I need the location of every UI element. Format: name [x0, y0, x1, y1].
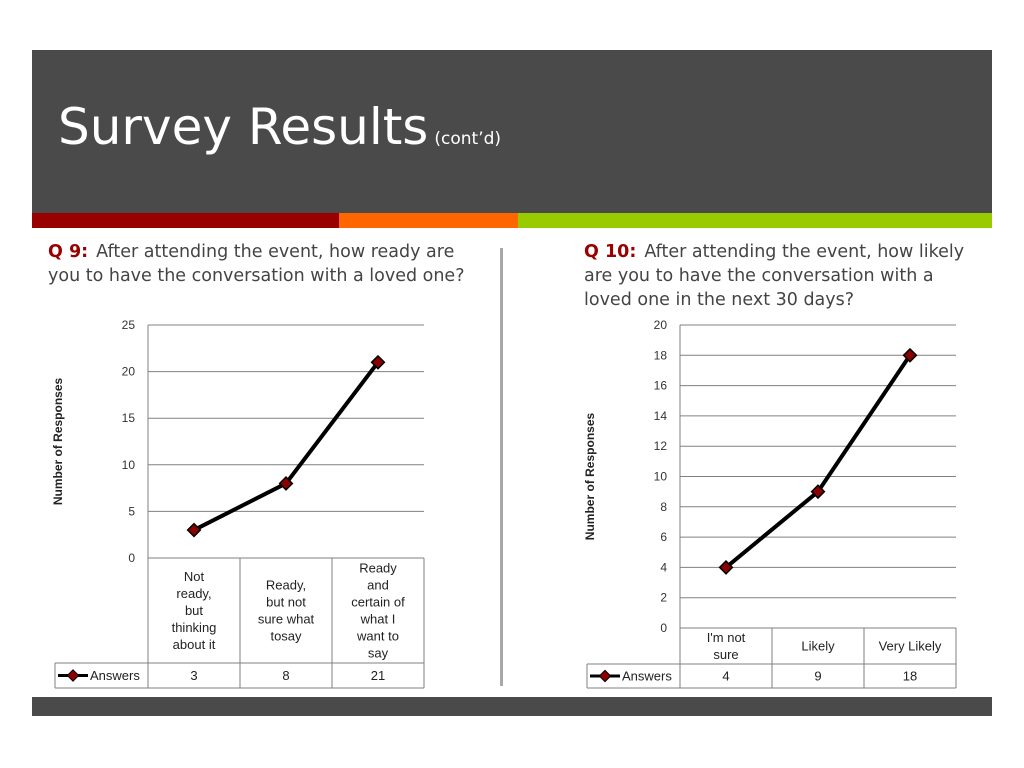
y-tick-label: 16	[654, 379, 668, 393]
y-tick-label: 12	[654, 439, 668, 453]
y-tick-label: 25	[122, 318, 136, 332]
y-tick-label: 8	[660, 500, 667, 514]
accent-stripe-orange	[339, 213, 518, 228]
y-tick-label: 0	[128, 551, 135, 565]
y-tick-label: 18	[654, 348, 668, 362]
y-tick-label: 20	[122, 365, 136, 379]
y-tick-label: 6	[660, 530, 667, 544]
data-point-marker	[718, 559, 734, 575]
title-bar: Survey Results (cont’d)	[32, 50, 992, 213]
question-10-text: After attending the event, how likely ar…	[584, 242, 965, 310]
y-axis-title: Number of Responses	[51, 377, 65, 505]
y-tick-label: 0	[660, 621, 667, 635]
x-category-label: I'm not sure	[707, 630, 746, 662]
y-tick-label: 20	[654, 318, 668, 332]
y-tick-label: 15	[122, 411, 136, 425]
column-divider	[500, 248, 503, 686]
data-table-value: 8	[282, 668, 289, 683]
data-table-value: 3	[190, 668, 197, 683]
y-tick-label: 4	[660, 560, 667, 574]
legend-marker	[598, 669, 612, 683]
x-category-label: Likely	[801, 639, 835, 654]
accent-stripe-green	[518, 213, 992, 228]
question-10: Q 10: After attending the event, how like…	[584, 240, 974, 312]
slide-title-text: Survey Results	[58, 98, 429, 156]
data-point-marker	[278, 476, 294, 491]
legend-series-name: Answers	[90, 668, 140, 683]
x-category-label: Ready, but not sure what tosay	[258, 578, 315, 644]
data-point-marker	[186, 522, 202, 538]
question-9-text: After attending the event, how ready are…	[48, 242, 465, 286]
y-tick-label: 14	[654, 409, 668, 423]
y-axis-title: Number of Responses	[583, 412, 597, 540]
data-point-marker	[810, 484, 826, 500]
accent-stripe-red	[32, 213, 339, 228]
legend-marker	[66, 669, 80, 682]
question-9-number: Q 9:	[48, 242, 89, 262]
data-table-value: 21	[371, 668, 385, 683]
data-point-marker	[902, 347, 918, 363]
y-tick-label: 10	[654, 470, 668, 484]
data-table-value: 4	[722, 669, 729, 684]
question-10-number: Q 10:	[584, 242, 637, 262]
legend-series-name: Answers	[622, 669, 672, 684]
y-tick-label: 10	[122, 458, 136, 472]
data-point-marker	[370, 354, 386, 370]
data-table-value: 9	[814, 669, 821, 684]
slide-title-suffix: (cont’d)	[434, 129, 502, 149]
y-tick-label: 5	[128, 504, 135, 518]
slide-title: Survey Results (cont’d)	[58, 102, 501, 152]
series-line-answers	[724, 354, 912, 569]
footer-bar	[32, 697, 992, 716]
x-category-label: Not ready, but thinking about it	[172, 569, 217, 652]
question-9: Q 9: After attending the event, how ready…	[48, 240, 478, 288]
data-table-value: 18	[903, 669, 917, 684]
x-category-label: Very Likely	[879, 639, 942, 654]
y-tick-label: 2	[660, 591, 667, 605]
